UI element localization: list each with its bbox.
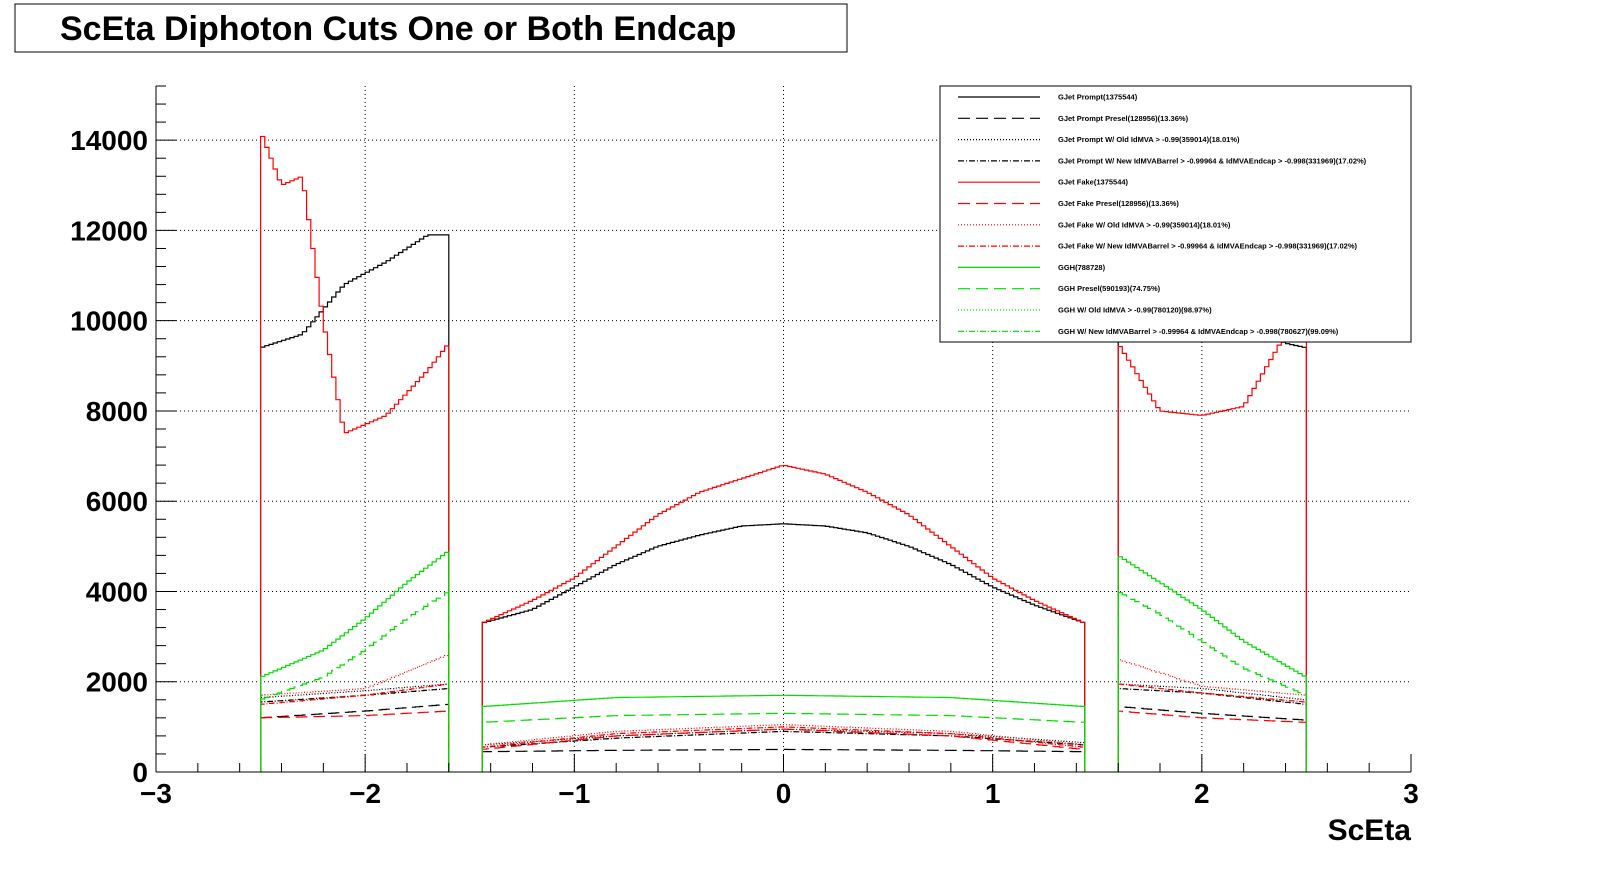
legend-entry-8: GGH(788728): [958, 263, 1106, 272]
legend-label-9: GGH Presel(590193)(74.75%): [1058, 284, 1161, 293]
legend-entry-11: GGH W/ New IdMVABarrel > -0.99964 & IdMV…: [958, 327, 1339, 336]
legend-entry-2: GJet Prompt W/ Old IdMVA > -0.99(359014)…: [958, 135, 1240, 144]
title-box-group: ScEta Diphoton Cuts One or Both Endcap: [14, 3, 848, 53]
series-2: [260, 683, 1307, 772]
legend-entry-4: GJet Fake(1375544): [958, 178, 1129, 187]
series-6-barrel: [481, 724, 1086, 772]
series-3-barrel: [481, 730, 1086, 772]
legend-label-4: GJet Fake(1375544): [1058, 178, 1129, 187]
series-6-endcap_left: [260, 654, 450, 772]
legend-entry-7: GJet Fake W/ New IdMVABarrel > -0.99964 …: [958, 242, 1358, 251]
x-tick-label-3: 0: [776, 778, 792, 809]
series-2-endcap_left: [260, 683, 450, 772]
legend-entry-10: GGH W/ Old IdMVA > -0.99(780120)(98.97%): [958, 306, 1212, 315]
series-6-endcap_right: [1117, 659, 1307, 772]
legend-label-2: GJet Prompt W/ Old IdMVA > -0.99(359014)…: [1058, 135, 1240, 144]
series-1-endcap_left: [260, 703, 450, 772]
y-tick-label-7: 14000: [70, 125, 148, 156]
series-8-endcap_left: [260, 551, 450, 772]
title-box: [14, 3, 848, 53]
legend-label-7: GJet Fake W/ New IdMVABarrel > -0.99964 …: [1058, 242, 1358, 251]
legend-entry-1: GJet Prompt Presel(128956)(13.36%): [958, 114, 1189, 123]
y-tick-labels: 0 2000 4000 6000 8000 10000 12000 14000: [70, 125, 148, 788]
series-0-endcap_left: [260, 234, 450, 772]
series-7-endcap_right: [1117, 683, 1307, 772]
legend-label-0: GJet Prompt(1375544): [1058, 93, 1138, 102]
chart-title: ScEta Diphoton Cuts One or Both Endcap: [60, 10, 736, 48]
legend-entry-5: GJet Fake Presel(128956)(13.36%): [958, 199, 1179, 208]
legend-box: [939, 85, 1412, 343]
y-tick-label-5: 10000: [70, 306, 148, 337]
y-tick-label-2: 4000: [86, 576, 148, 607]
x-tick-labels: −3 −2 −1 0 1 2 3: [140, 778, 1419, 809]
x-tick-label-4: 1: [985, 778, 1001, 809]
y-tick-label-4: 8000: [86, 396, 148, 427]
series-4: [260, 135, 1307, 772]
legend-label-11: GGH W/ New IdMVABarrel > -0.99964 & IdMV…: [1058, 327, 1339, 336]
legend-label-6: GJet Fake W/ Old IdMVA > -0.99(359014)(1…: [1058, 220, 1231, 229]
legend-label-8: GGH(788728): [1058, 263, 1106, 272]
series-5-barrel: [481, 728, 1086, 772]
series-8-barrel: [481, 694, 1086, 772]
series-3-endcap_left: [260, 688, 450, 772]
legend: GJet Prompt(1375544) GJet Prompt Presel(1…: [939, 85, 1412, 343]
legend-label-10: GGH W/ Old IdMVA > -0.99(780120)(98.97%): [1058, 306, 1212, 315]
series-4-barrel: [481, 465, 1086, 772]
series-9: [260, 592, 1307, 772]
series-9-endcap_left: [260, 592, 450, 772]
axes: [155, 85, 1412, 773]
series-8-endcap_right: [1117, 556, 1307, 772]
x-tick-label-6: 3: [1403, 778, 1419, 809]
legend-entry-3: GJet Prompt W/ New IdMVABarrel > -0.9996…: [958, 156, 1367, 165]
series-6: [260, 654, 1307, 772]
series-1: [260, 703, 1307, 772]
series-5-endcap_right: [1117, 710, 1307, 772]
series-4-endcap_left: [260, 135, 450, 772]
y-tick-label-3: 6000: [86, 486, 148, 517]
series-9-barrel: [481, 712, 1086, 772]
series-2-endcap_right: [1117, 683, 1307, 772]
series-5-endcap_left: [260, 710, 450, 772]
y-tick-label-1: 2000: [86, 667, 148, 698]
x-tick-label-1: −2: [349, 778, 381, 809]
legend-entry-6: GJet Fake W/ Old IdMVA > -0.99(359014)(1…: [958, 220, 1231, 229]
x-axis-label: ScEta: [1328, 814, 1412, 847]
series-1-barrel: [481, 748, 1086, 772]
legend-entry-9: GGH Presel(590193)(74.75%): [958, 284, 1161, 293]
series-4-endcap_right: [1117, 321, 1307, 772]
legend-entry-0: GJet Prompt(1375544): [958, 93, 1138, 102]
legend-label-3: GJet Prompt W/ New IdMVABarrel > -0.9996…: [1058, 156, 1367, 165]
series-0-barrel: [481, 523, 1086, 772]
series-layer: [260, 135, 1307, 772]
x-tick-label-5: 2: [1194, 778, 1210, 809]
x-tick-label-2: −1: [558, 778, 590, 809]
series-7-endcap_left: [260, 683, 450, 772]
y-tick-label-6: 12000: [70, 215, 148, 246]
series-9-endcap_right: [1117, 592, 1307, 772]
x-tick-label-0: −3: [140, 778, 172, 809]
y-tick-label-0: 0: [132, 757, 148, 788]
legend-label-5: GJet Fake Presel(128956)(13.36%): [1058, 199, 1179, 208]
legend-label-1: GJet Prompt Presel(128956)(13.36%): [1058, 114, 1189, 123]
series-8: [260, 551, 1307, 772]
legend-entries: GJet Prompt(1375544) GJet Prompt Presel(1…: [958, 93, 1367, 336]
series-1-endcap_right: [1117, 706, 1307, 772]
series-0-endcap_right: [1117, 293, 1307, 772]
series-7: [260, 683, 1307, 772]
series-3-endcap_right: [1117, 688, 1307, 772]
series-5: [260, 710, 1307, 772]
series-7-barrel: [481, 726, 1086, 772]
